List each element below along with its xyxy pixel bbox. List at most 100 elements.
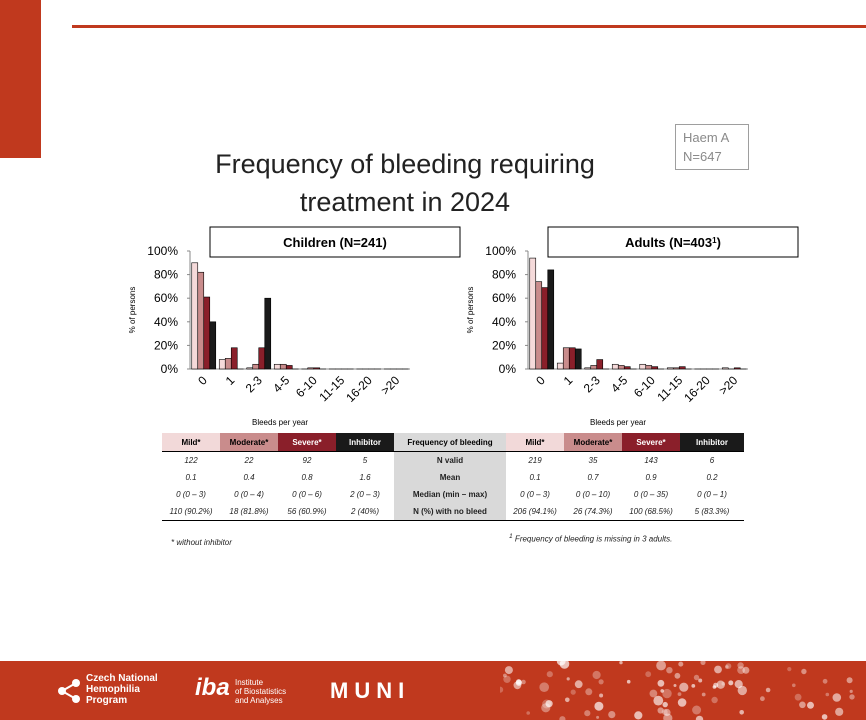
footnote-missing-adults: 1 Frequency of bleeding is missing in 3 … — [509, 533, 672, 544]
table-cell: 35 — [588, 456, 598, 465]
header-children-inhibitor: Inhibitor — [336, 433, 394, 452]
decor-dot — [739, 710, 744, 715]
table-cell: 206 (94.1%) — [513, 507, 557, 516]
y-axis-label: % of persons — [128, 287, 137, 334]
decor-dot — [661, 709, 668, 715]
bar — [279, 363, 287, 370]
y-tick-label: 80% — [154, 268, 178, 282]
decor-dot — [585, 688, 593, 696]
x-tick-label: 2-3 — [243, 373, 265, 395]
table-cell: 0 (0 – 1) — [697, 490, 727, 499]
decor-dot — [663, 708, 671, 717]
table-cell: 0.9 — [645, 473, 657, 482]
table-cell: 18 (81.8%) — [229, 507, 269, 516]
header-adults-mild: Mild* — [506, 433, 564, 452]
bar — [562, 347, 570, 370]
decor-dot — [500, 686, 504, 693]
decor-dot — [574, 680, 583, 689]
y-tick-label: 20% — [154, 338, 178, 352]
table-row: 122 22 92 5 N valid 219 35 143 6 — [162, 451, 744, 469]
header-frequency: Frequency of bleeding — [394, 433, 506, 452]
decor-dot — [794, 693, 802, 701]
decor-dot — [674, 672, 681, 679]
decor-dot — [619, 661, 623, 665]
decor-dot — [592, 670, 601, 680]
chart-title: Adults (N=4031) — [625, 235, 721, 250]
x-tick-label: 6-10 — [293, 373, 320, 400]
decor-dot — [526, 711, 530, 715]
bar — [252, 363, 260, 370]
decor-dot — [822, 678, 828, 684]
table-cell: 122 — [184, 456, 198, 465]
bar — [547, 269, 555, 370]
bar — [529, 257, 537, 370]
y-tick-label: 100% — [147, 244, 178, 258]
decor-dot — [649, 689, 658, 698]
x-tick-label: 6-10 — [631, 373, 658, 400]
footnote-text: Frequency of bleeding is missing in 3 ad… — [512, 534, 673, 544]
bar — [224, 358, 232, 370]
table-cell: 0.7 — [587, 473, 599, 482]
x-tick-label: 0 — [195, 373, 210, 388]
table-cell: 92 — [302, 456, 312, 465]
decor-dot — [539, 682, 549, 692]
x-tick-label: 2-3 — [581, 373, 603, 395]
table-cell: 219 — [528, 456, 542, 465]
y-tick-label: 20% — [492, 338, 516, 352]
iba-line3: and Analyses — [235, 696, 283, 705]
table-cell: 143 — [644, 456, 658, 465]
chart-title: Children (N=241) — [283, 235, 387, 250]
decor-dot — [725, 665, 729, 669]
adults-bar-chart: Adults (N=4031) 0% 20% 40% 60% 80% 100% % of pe… — [466, 226, 799, 427]
header-children-mild: Mild* — [162, 433, 220, 452]
bar — [666, 367, 674, 370]
decor-dot — [742, 666, 750, 674]
decor-dot — [765, 687, 771, 693]
bar — [733, 367, 741, 370]
decor-dot — [821, 714, 828, 720]
decor-dot — [700, 661, 706, 665]
left-accent-bar — [0, 0, 41, 158]
bar — [230, 347, 238, 370]
table-cell: 2 (0 – 3) — [350, 490, 380, 499]
bar — [285, 365, 293, 370]
table-cell: 0 (0 – 35) — [633, 490, 669, 499]
bar — [651, 366, 659, 370]
bar — [258, 347, 266, 370]
decor-dot — [760, 696, 765, 702]
badge-line2: N=647 — [683, 149, 722, 164]
table-cell: 0 (0 – 3) — [520, 490, 550, 499]
bar — [191, 262, 199, 370]
table-cell: 0.1 — [529, 473, 541, 482]
x-tick-label: >20 — [378, 373, 403, 398]
bar — [645, 365, 653, 370]
bar — [541, 287, 549, 370]
decor-dot — [660, 689, 664, 693]
decor-dot — [721, 681, 726, 686]
table-cell: 0.1 — [185, 473, 197, 482]
table-cell: 0 (0 – 4) — [234, 490, 264, 499]
decor-dot — [570, 689, 576, 695]
decor-dot — [737, 685, 747, 696]
badge-line1: Haem A — [683, 130, 730, 145]
decor-dot — [692, 705, 702, 715]
table-cell: 56 (60.9%) — [287, 507, 327, 516]
header-children-moderate: Moderate* — [220, 433, 278, 452]
decor-dot — [695, 715, 704, 720]
y-tick-label: 100% — [485, 244, 516, 258]
bar — [197, 271, 205, 370]
decor-dot — [737, 662, 744, 669]
table-cell: 0.8 — [301, 473, 313, 482]
table-cell: 0.4 — [243, 473, 255, 482]
title-line1: Frequency of bleeding requiring — [215, 149, 595, 179]
y-tick-label: 60% — [492, 291, 516, 305]
decor-dot — [503, 673, 507, 678]
decor-dot — [849, 694, 855, 700]
decor-dot — [666, 667, 673, 674]
decor-dot — [657, 679, 665, 687]
decor-dot — [737, 666, 745, 674]
decor-dot — [566, 677, 570, 681]
x-tick-label: 4-5 — [608, 373, 630, 395]
table-cell: 100 (68.5%) — [629, 507, 673, 516]
y-tick-label: 80% — [492, 268, 516, 282]
